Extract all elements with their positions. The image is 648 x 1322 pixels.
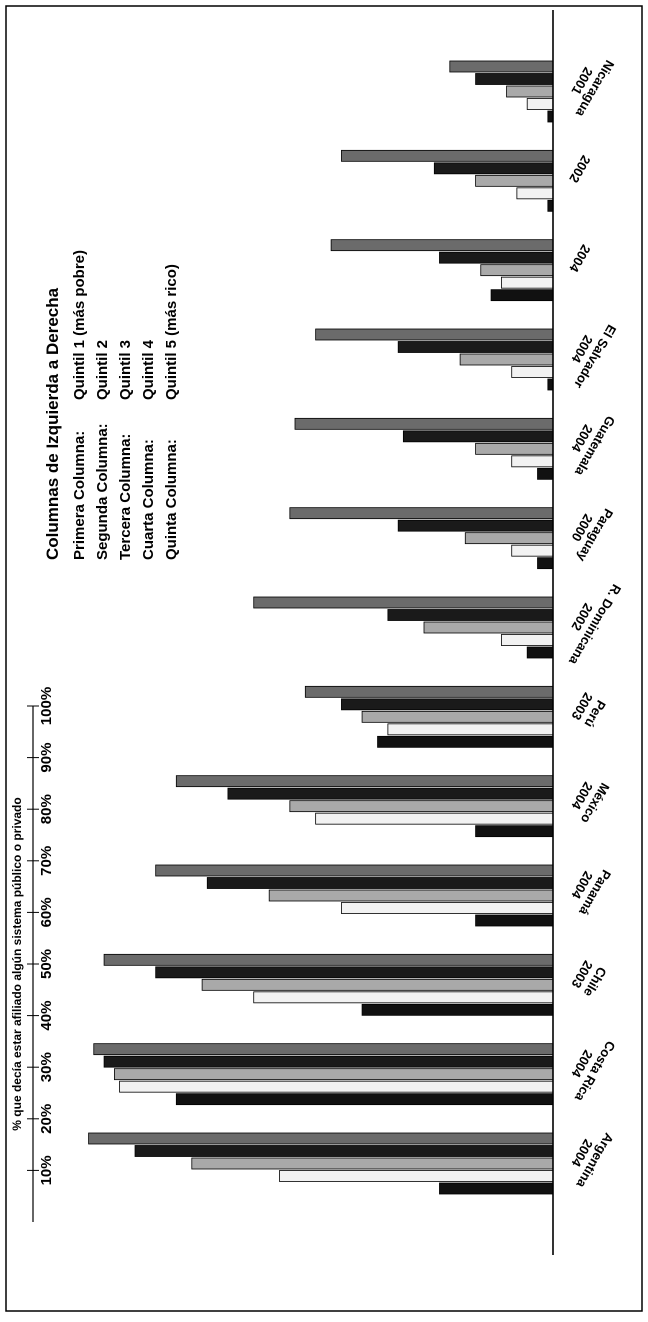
bar — [315, 812, 554, 825]
bar — [294, 417, 554, 430]
bar — [289, 800, 554, 813]
y-tick-label: 30% — [38, 1052, 55, 1082]
bar — [490, 289, 554, 302]
bar — [361, 1003, 554, 1016]
bar-group — [341, 149, 554, 212]
bar — [439, 1182, 554, 1195]
bar — [397, 341, 554, 353]
bar — [501, 276, 554, 289]
bar — [289, 507, 554, 520]
legend-label: Primera Columna: — [71, 431, 88, 560]
bar — [155, 864, 554, 877]
bar — [103, 953, 554, 966]
bar — [537, 467, 554, 480]
bar — [341, 902, 554, 914]
legend-series-name: Quintil 1 (más pobre) — [71, 250, 88, 400]
bar — [439, 251, 554, 264]
bar-group — [304, 685, 554, 748]
page-frame — [5, 5, 643, 1312]
bar-group — [449, 60, 554, 123]
bar — [475, 914, 554, 927]
bar — [464, 532, 554, 545]
bar — [253, 596, 554, 609]
bar — [423, 621, 554, 634]
y-tick-label: 60% — [38, 897, 55, 927]
bar — [279, 1170, 554, 1182]
bar — [175, 775, 554, 788]
bar — [93, 1043, 554, 1056]
bar — [397, 519, 554, 532]
bar — [516, 187, 554, 200]
bar — [361, 710, 554, 723]
bar — [459, 353, 554, 366]
y-tick-label: 90% — [38, 743, 55, 773]
y-tick-label: 100% — [38, 687, 55, 725]
legend-series-name: Quintil 4 — [140, 339, 157, 400]
legend-series-name: Quintil 5 (más rico) — [163, 264, 180, 400]
bar — [402, 430, 554, 443]
y-tick-label: 50% — [38, 949, 55, 979]
bar — [88, 1132, 554, 1145]
bar — [511, 366, 554, 378]
bar — [377, 735, 554, 748]
legend-label: Cuarta Columna: — [140, 439, 157, 560]
bar — [511, 544, 554, 557]
bar — [475, 174, 554, 187]
legend-label: Quinta Columna: — [163, 439, 180, 560]
bar — [506, 85, 554, 98]
bar — [537, 557, 554, 570]
bar — [480, 264, 554, 277]
legend-label: Tercera Columna: — [117, 434, 134, 560]
y-tick-label: 40% — [38, 1001, 55, 1031]
bar — [201, 978, 554, 991]
legend-series-name: Quintil 3 — [117, 340, 134, 400]
y-tick-label: 20% — [38, 1104, 55, 1134]
bar-group — [103, 953, 554, 1016]
bar — [511, 455, 554, 468]
bar — [113, 1068, 554, 1081]
bar — [315, 328, 554, 341]
bar — [475, 73, 554, 85]
bar — [253, 991, 554, 1004]
bar — [475, 442, 554, 455]
bar — [341, 698, 554, 711]
y-axis-title: % que decía estar afiliado algún sistema… — [10, 797, 24, 1130]
bar — [206, 877, 554, 889]
bar — [387, 723, 554, 736]
bar — [341, 149, 554, 162]
bar — [501, 634, 554, 646]
bar — [304, 685, 554, 698]
bar — [268, 889, 554, 902]
legend-series-name: Quintil 2 — [94, 340, 111, 400]
bar — [330, 239, 554, 252]
bar — [449, 60, 554, 73]
legend-title: Columnas de Izquierda a Derecha — [43, 287, 62, 560]
bar — [134, 1145, 554, 1157]
bar — [175, 1093, 554, 1106]
bar — [191, 1157, 554, 1170]
legend-label: Segunda Columna: — [94, 423, 111, 560]
y-tick-label: 70% — [38, 846, 55, 876]
bar — [433, 162, 554, 175]
category-label: Perú2003 — [568, 690, 608, 730]
bar — [526, 98, 554, 110]
bar — [526, 646, 554, 659]
bar — [227, 787, 554, 800]
y-tick-label: 80% — [38, 794, 55, 824]
y-tick-label: 10% — [38, 1155, 55, 1185]
bar — [103, 1055, 554, 1068]
bar — [475, 825, 554, 838]
bar — [155, 966, 554, 979]
bar — [119, 1080, 554, 1093]
bar — [387, 609, 554, 621]
